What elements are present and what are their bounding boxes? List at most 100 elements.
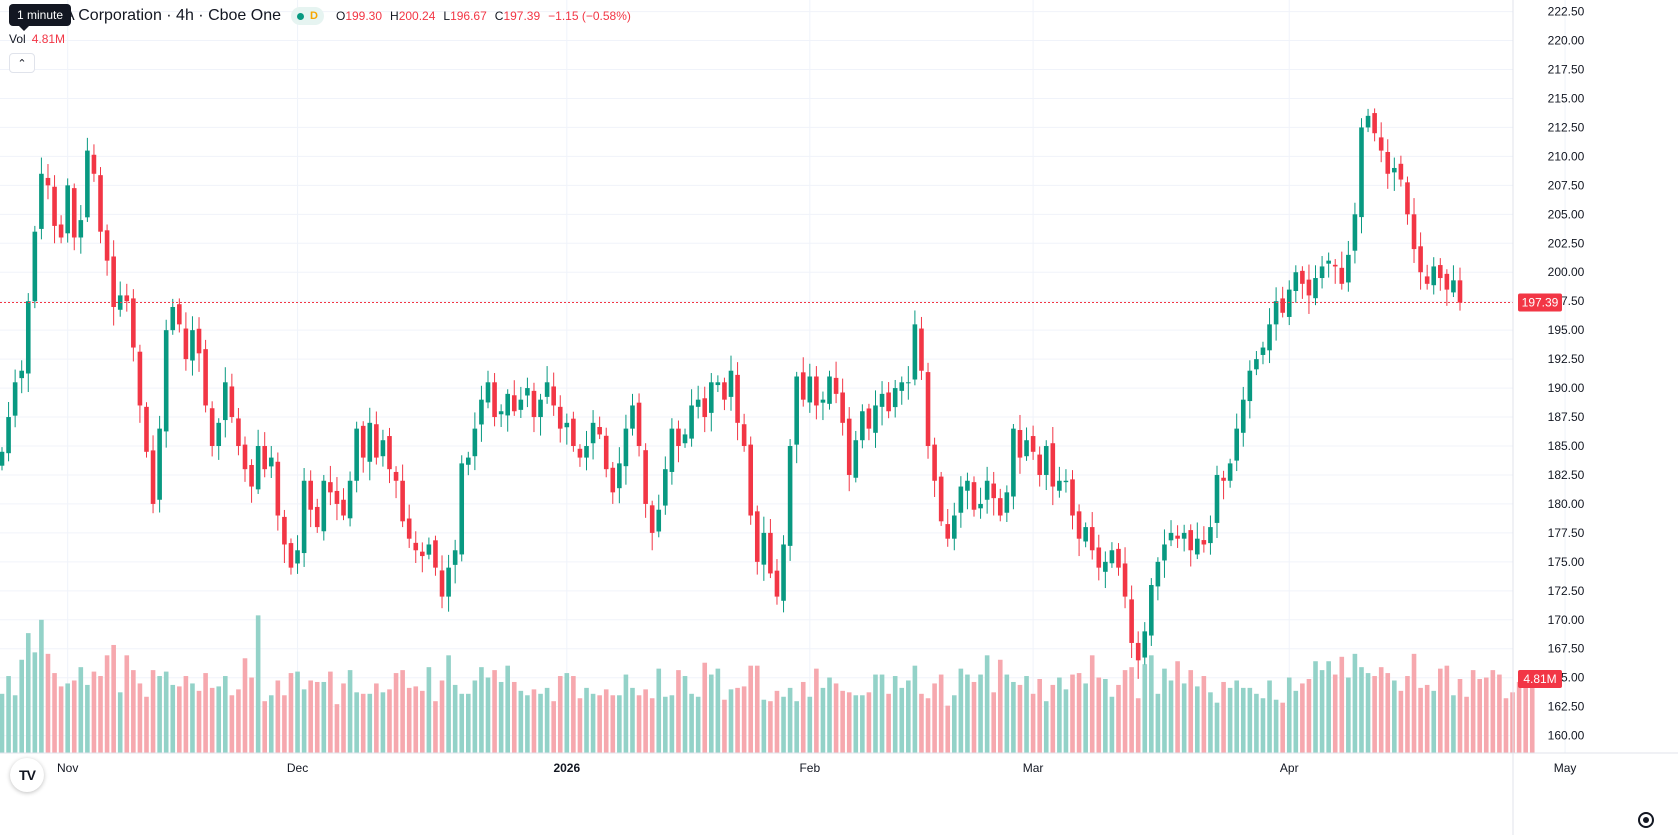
low-value: 196.67 xyxy=(450,9,487,23)
candle-body xyxy=(754,511,760,562)
volume-bar xyxy=(774,690,780,753)
high-value: 200.24 xyxy=(398,9,436,23)
candle-body xyxy=(1188,530,1194,551)
candle-body xyxy=(1378,137,1384,151)
time-tick-label: Nov xyxy=(57,761,78,775)
volume-bar xyxy=(1300,683,1305,753)
candle-body xyxy=(1116,548,1121,568)
candle-body xyxy=(938,476,944,522)
candle-body xyxy=(1405,182,1410,215)
volume-bar xyxy=(505,665,511,753)
volume-bar xyxy=(1497,674,1502,753)
volume-bar xyxy=(1464,696,1469,753)
volume-bar xyxy=(71,680,77,753)
volume-bar xyxy=(354,692,359,753)
price-tick-label: 202.50 xyxy=(1548,236,1585,250)
volume-bar xyxy=(52,673,57,753)
market-status-pill[interactable]: D xyxy=(291,7,324,25)
volume-bar xyxy=(1431,690,1437,753)
volume-bar xyxy=(1286,677,1292,753)
candle-body xyxy=(1457,280,1463,303)
volume-bar xyxy=(1050,684,1056,753)
candle-body xyxy=(131,298,136,348)
price-tick-label: 167.50 xyxy=(1548,642,1585,656)
volume-bar xyxy=(754,665,760,753)
candle-body xyxy=(597,427,602,435)
volume-bar xyxy=(1129,667,1134,753)
volume-bar xyxy=(328,671,333,753)
volume-bar xyxy=(1444,665,1450,753)
volume-bar xyxy=(380,692,386,753)
candle-body xyxy=(209,408,215,447)
volume-bar xyxy=(1116,684,1121,753)
symbol-title[interactable]: A Corporation · 4h · Cboe One xyxy=(64,7,282,24)
candle-body xyxy=(643,450,648,504)
candle-body xyxy=(814,376,819,406)
candle-body xyxy=(617,463,622,489)
settings-gear-icon[interactable] xyxy=(1638,812,1654,828)
candle-body xyxy=(1175,535,1180,539)
candle-body xyxy=(150,450,156,504)
volume-bar xyxy=(452,684,458,753)
volume-bar xyxy=(820,687,826,753)
volume-bar xyxy=(1122,670,1128,753)
candle-body xyxy=(1050,443,1056,487)
volume-bar xyxy=(1149,655,1154,753)
volume-bar xyxy=(1188,670,1194,753)
candle-body xyxy=(1385,151,1391,174)
candle-body xyxy=(741,424,747,447)
candle-body xyxy=(413,542,419,551)
volume-bar xyxy=(1332,674,1338,753)
candle-body xyxy=(137,351,143,406)
candle-body xyxy=(571,418,576,447)
candle-body xyxy=(393,471,399,481)
candle-body xyxy=(439,570,445,597)
candle-body xyxy=(689,405,694,439)
volume-bar xyxy=(577,698,583,753)
volume-bar xyxy=(873,674,878,753)
volume-bar xyxy=(104,655,110,753)
volume-bar xyxy=(1043,701,1049,753)
volume-bar xyxy=(892,676,898,753)
candle-body xyxy=(433,540,438,568)
candle-body xyxy=(78,220,84,238)
candle-body xyxy=(971,482,977,510)
candle-body xyxy=(557,406,563,429)
volume-bar xyxy=(1155,693,1161,753)
time-axis[interactable]: Nov Dec 2026 Feb Mar Apr May xyxy=(57,761,1576,775)
candle-body xyxy=(840,392,845,423)
volume-bar xyxy=(1477,679,1483,753)
volume-bar xyxy=(1024,676,1029,753)
candle-body xyxy=(544,382,550,397)
volume-bar xyxy=(288,673,294,753)
delayed-badge: D xyxy=(310,10,318,22)
time-tick-label: Feb xyxy=(799,761,820,775)
candle-body xyxy=(249,465,254,487)
volume-bar xyxy=(1405,676,1410,753)
volume-bar xyxy=(1398,690,1404,753)
volume-bar xyxy=(177,686,182,753)
price-tick-label: 175.00 xyxy=(1548,555,1585,569)
candle-body xyxy=(702,398,708,418)
candle-body xyxy=(6,417,11,454)
candle-body xyxy=(367,422,373,462)
volume-bar xyxy=(406,687,412,753)
volume-bar xyxy=(157,676,162,753)
candle-body xyxy=(906,382,911,384)
candle-body xyxy=(472,428,478,457)
candle-body xyxy=(728,370,734,397)
candle-body xyxy=(590,422,596,444)
candle-body xyxy=(85,150,90,218)
change-value: −1.15 (−0.58%) xyxy=(548,9,631,23)
candle-body xyxy=(334,490,340,504)
volume-bar xyxy=(144,696,149,753)
collapse-legend-button[interactable]: ⌃ xyxy=(9,53,35,73)
volume-bar xyxy=(433,701,438,753)
tradingview-logo-icon[interactable]: TV xyxy=(10,758,44,792)
volume-bar xyxy=(1057,677,1062,753)
candle-body xyxy=(978,503,983,509)
volume-bar xyxy=(268,695,274,753)
candle-body xyxy=(1017,430,1023,458)
